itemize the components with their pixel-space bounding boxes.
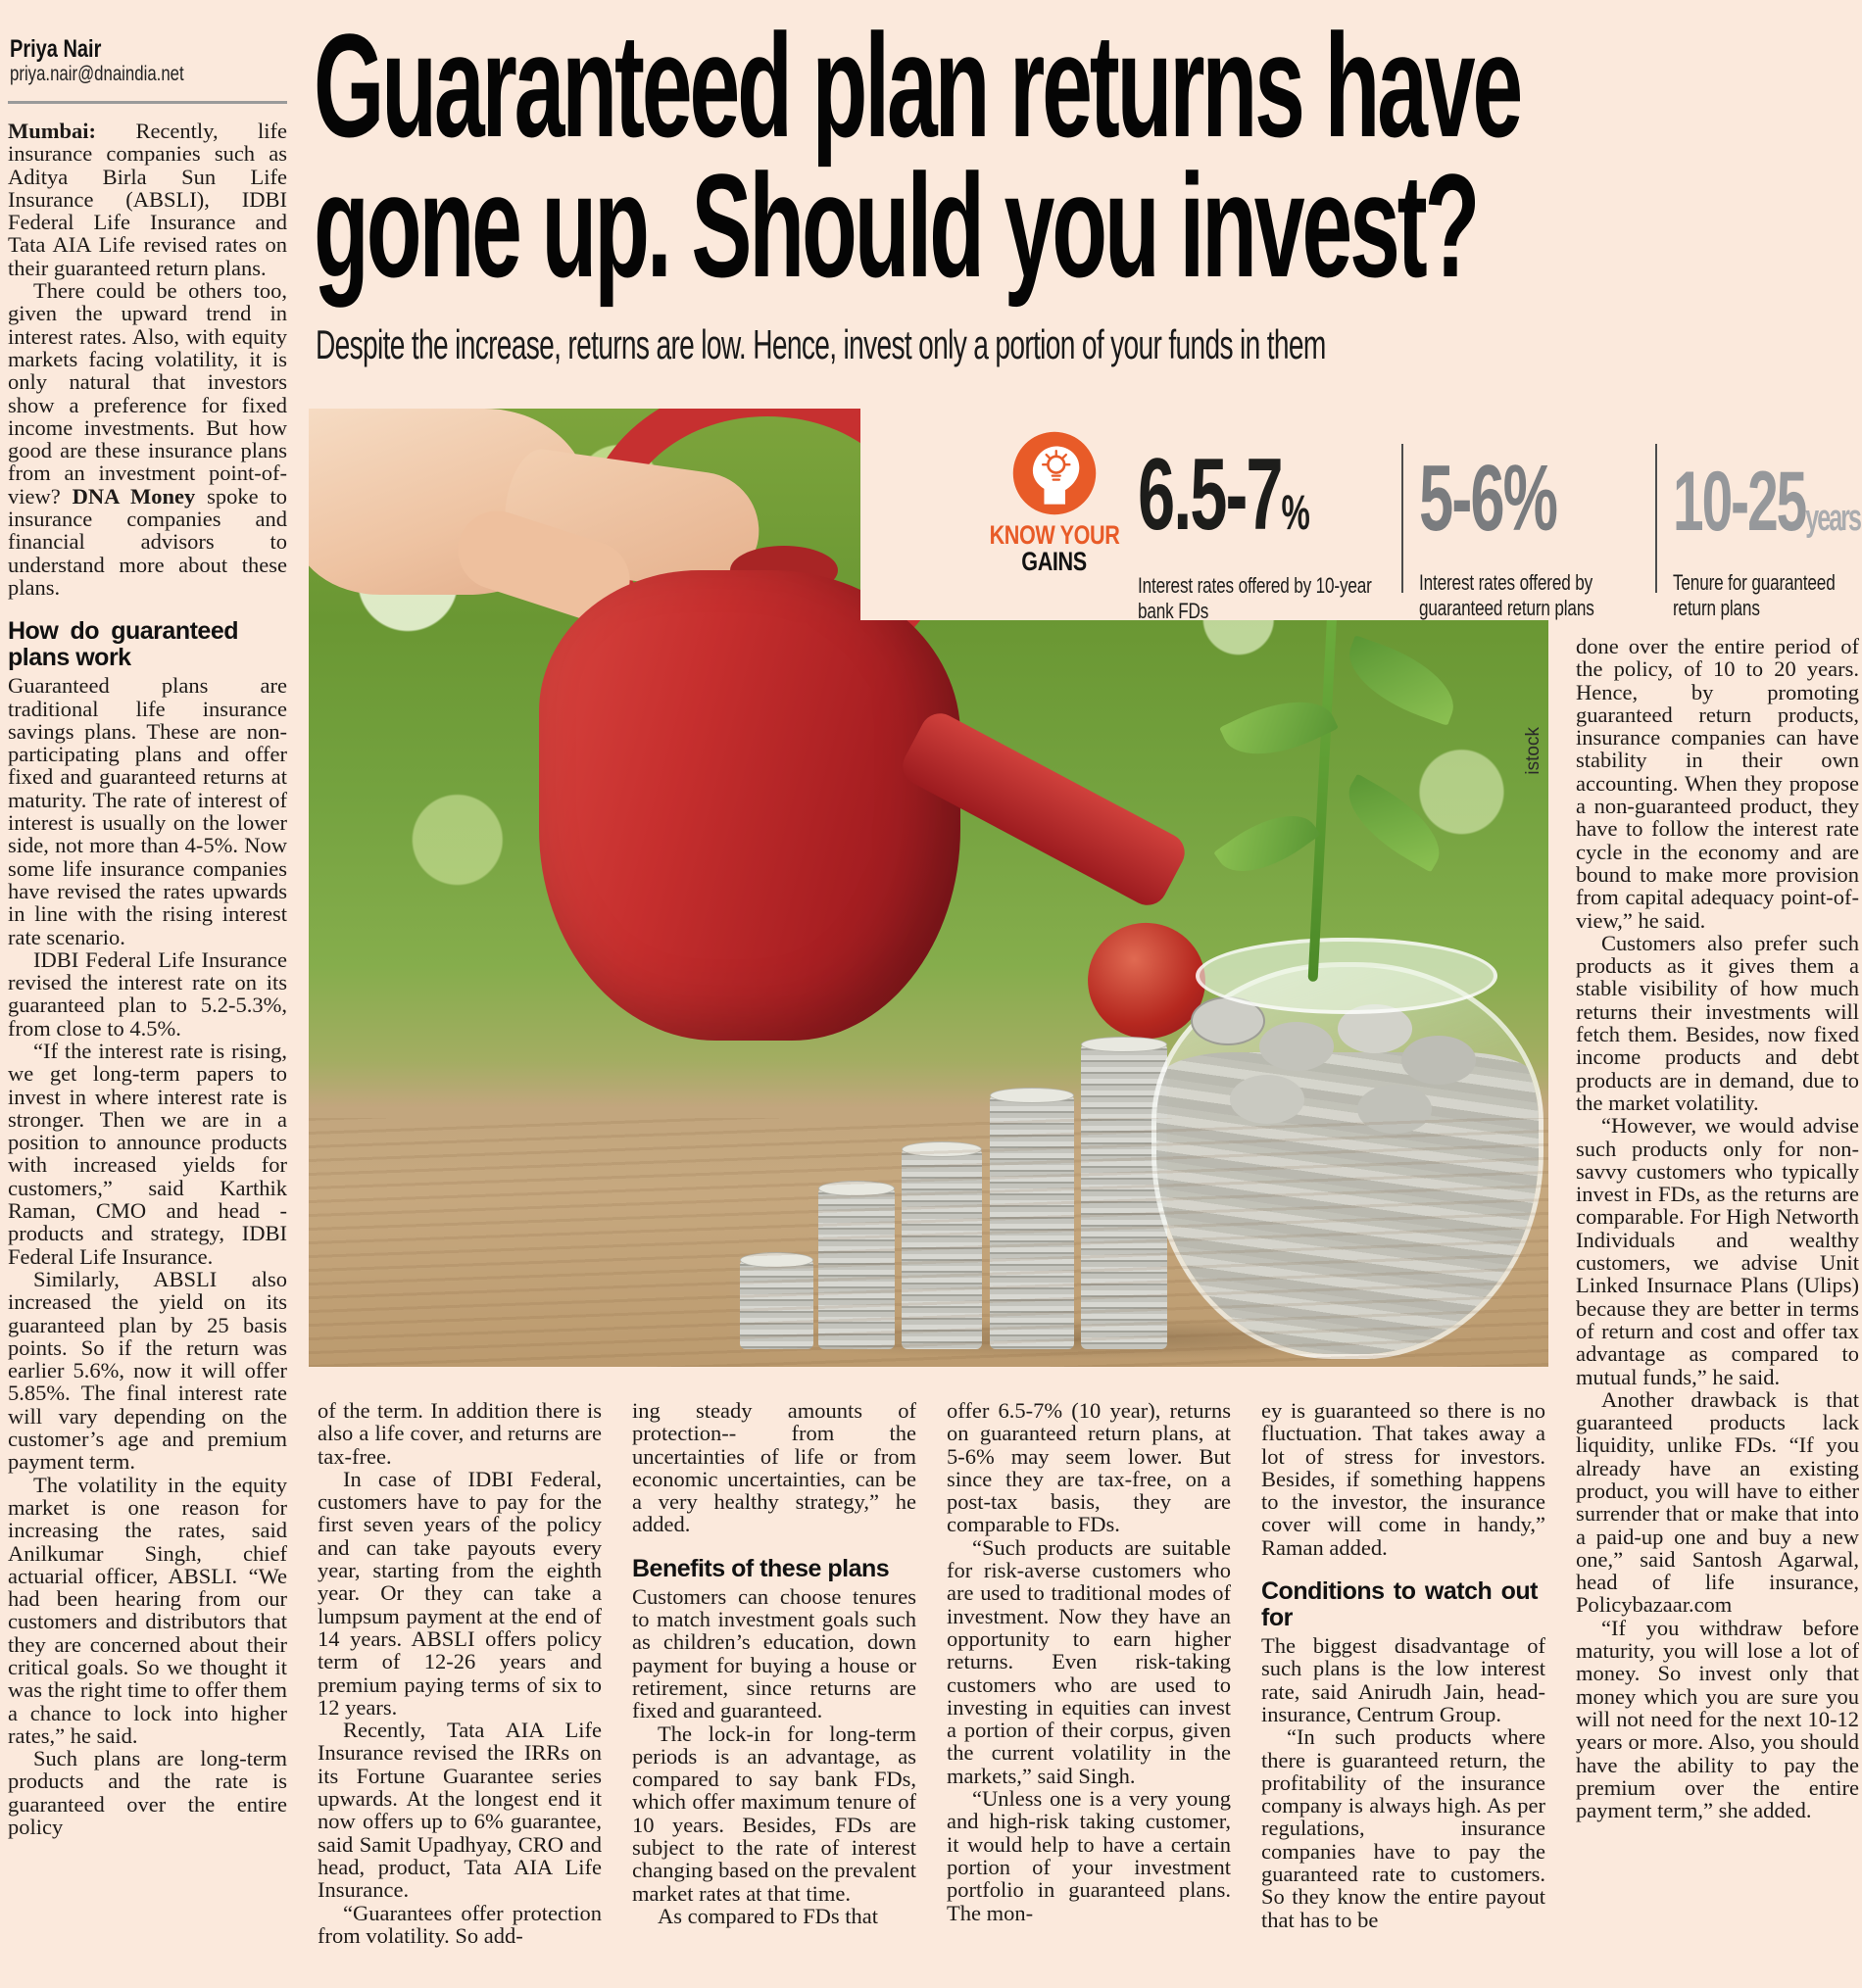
paragraph: offer 6.5-7% (10 year), returns on guara… xyxy=(947,1399,1231,1537)
section-heading: How do guaranteed plans work xyxy=(8,617,239,672)
coin-stack xyxy=(740,1252,813,1349)
know-your-gains-icon xyxy=(1012,431,1097,515)
paragraph: There could be others too, given the upw… xyxy=(8,279,287,599)
stat-value: 6.5-7 xyxy=(1138,438,1284,552)
body-column-right: done over the entire period of the polic… xyxy=(1576,635,1859,1988)
coin-stack xyxy=(902,1141,982,1349)
intro-column: Mumbai: Recently, life insurance compani… xyxy=(8,120,287,1986)
paragraph: ey is guaranteed so there is no fluctuat… xyxy=(1261,1399,1545,1560)
paragraph: Guaranteed plans are traditional life in… xyxy=(8,673,287,949)
section-heading: Benefits of these plans xyxy=(632,1554,890,1582)
stat-suffix: % xyxy=(1281,485,1310,540)
paragraph: Recently, Tata AIA Life Insurance revise… xyxy=(318,1718,602,1903)
headline: Guaranteed plan returns have gone up. Sh… xyxy=(314,3,1862,308)
plant-leaf xyxy=(1337,635,1466,726)
paragraph: Similarly, ABSLI also increased the yiel… xyxy=(8,1266,287,1475)
paragraph: Such plans are long-term products and th… xyxy=(8,1746,287,1840)
kicker-line-2: GAINS xyxy=(1021,547,1088,576)
stat-tenure: 10-25years Tenure for guaranteed return … xyxy=(1673,460,1862,621)
paragraph: “However, we would advise such products … xyxy=(1576,1113,1859,1389)
photo-credit: istock xyxy=(1523,727,1544,775)
paragraph: The volatility in the equity market is o… xyxy=(8,1472,287,1748)
stat-divider xyxy=(1401,444,1403,593)
byline: Priya Nair priya.nair@dnaindia.net xyxy=(10,35,227,86)
paragraph: “If the interest rate is rising, we get … xyxy=(8,1038,287,1269)
paragraph: done over the entire period of the polic… xyxy=(1576,635,1859,933)
kicker-line-1: KNOW YOUR xyxy=(989,520,1120,550)
body-column-3: offer 6.5-7% (10 year), returns on guara… xyxy=(947,1399,1231,1988)
jar-mouth xyxy=(1196,938,1497,1014)
paragraph: “In such products where there is guarant… xyxy=(1261,1724,1545,1932)
body-column-4: ey is guaranteed so there is no fluctuat… xyxy=(1261,1399,1545,1988)
paragraph: Customers also prefer such products as i… xyxy=(1576,930,1859,1115)
coin-stack xyxy=(990,1088,1074,1349)
stat-suffix: years xyxy=(1805,498,1862,539)
paragraph: “Unless one is a very young and high-ris… xyxy=(947,1786,1231,1925)
stat-caption: Tenure for guaranteed return plans xyxy=(1673,570,1836,620)
standfirst: Despite the increase, returns are low. H… xyxy=(316,321,1326,367)
paragraph: of the term. In addition there is also a… xyxy=(318,1399,602,1469)
paragraph: The lock-in for long-term periods is an … xyxy=(632,1721,916,1906)
paragraph-text: spoke to insurance companies and financi… xyxy=(8,483,287,600)
dateline: Mumbai: xyxy=(8,120,136,143)
publication-name: DNA Money xyxy=(72,483,196,509)
coin-stack xyxy=(818,1181,895,1349)
author-name: Priya Nair xyxy=(10,35,102,63)
headline-line-1: Guaranteed plan returns have xyxy=(314,3,1523,168)
paragraph: “Such products are suitable for risk-ave… xyxy=(947,1534,1231,1788)
stat-value: 10-25 xyxy=(1673,455,1807,549)
paragraph-text: There could be others too, given the upw… xyxy=(8,278,287,509)
paragraph: As compared to FDs that xyxy=(658,1903,878,1928)
stat-bank-fd-rates: 6.5-7% Interest rates offered by 10-year… xyxy=(1138,444,1471,624)
watering-can-body xyxy=(539,570,960,1041)
byline-divider xyxy=(8,101,287,104)
plant-stem xyxy=(1307,590,1339,982)
plant-leaf xyxy=(1213,796,1321,892)
headline-line-2: gone up. Should you invest? xyxy=(314,143,1480,308)
paragraph: ing steady amounts of protection-- from … xyxy=(632,1399,916,1537)
paragraph: Customers can choose tenures to match in… xyxy=(632,1583,916,1723)
stat-guaranteed-plan-rates: 5-6% Interest rates offered by guarantee… xyxy=(1419,452,1684,621)
paragraph: In case of IDBI Federal, customers have … xyxy=(318,1466,602,1720)
paragraph: “If you withdraw before maturity, you wi… xyxy=(1576,1615,1859,1823)
paragraph-text: Recently, life insurance companies such … xyxy=(8,120,287,280)
paragraph: “Guarantees offer protection from volati… xyxy=(318,1900,602,1948)
paragraph: Mumbai: Recently, life insurance compani… xyxy=(8,120,287,279)
plant-leaf xyxy=(1333,773,1455,873)
section-heading: Conditions to watch out for xyxy=(1261,1577,1539,1632)
paragraph: Another drawback is that guaranteed prod… xyxy=(1576,1386,1859,1618)
coins-in-jar xyxy=(1156,1051,1539,1354)
know-your-gains-panel: KNOW YOUR GAINS 6.5-7% Interest rates of… xyxy=(860,409,1862,623)
stat-caption: Interest rates offered by 10-year bank F… xyxy=(1138,573,1372,623)
stat-caption: Interest rates offered by guaranteed ret… xyxy=(1419,570,1594,620)
paragraph: The biggest disadvantage of such plans i… xyxy=(1261,1633,1545,1726)
paragraph: IDBI Federal Life Insurance revised the … xyxy=(8,946,287,1041)
body-column-2: ing steady amounts of protection-- from … xyxy=(632,1399,916,1988)
stat-divider xyxy=(1655,444,1657,593)
stat-value: 5-6% xyxy=(1419,446,1558,551)
body-column-1: of the term. In addition there is also a… xyxy=(318,1399,602,1988)
author-email: priya.nair@dnaindia.net xyxy=(10,63,184,85)
kicker-block: KNOW YOUR GAINS xyxy=(966,430,1143,575)
table-shadow xyxy=(720,1318,1465,1359)
